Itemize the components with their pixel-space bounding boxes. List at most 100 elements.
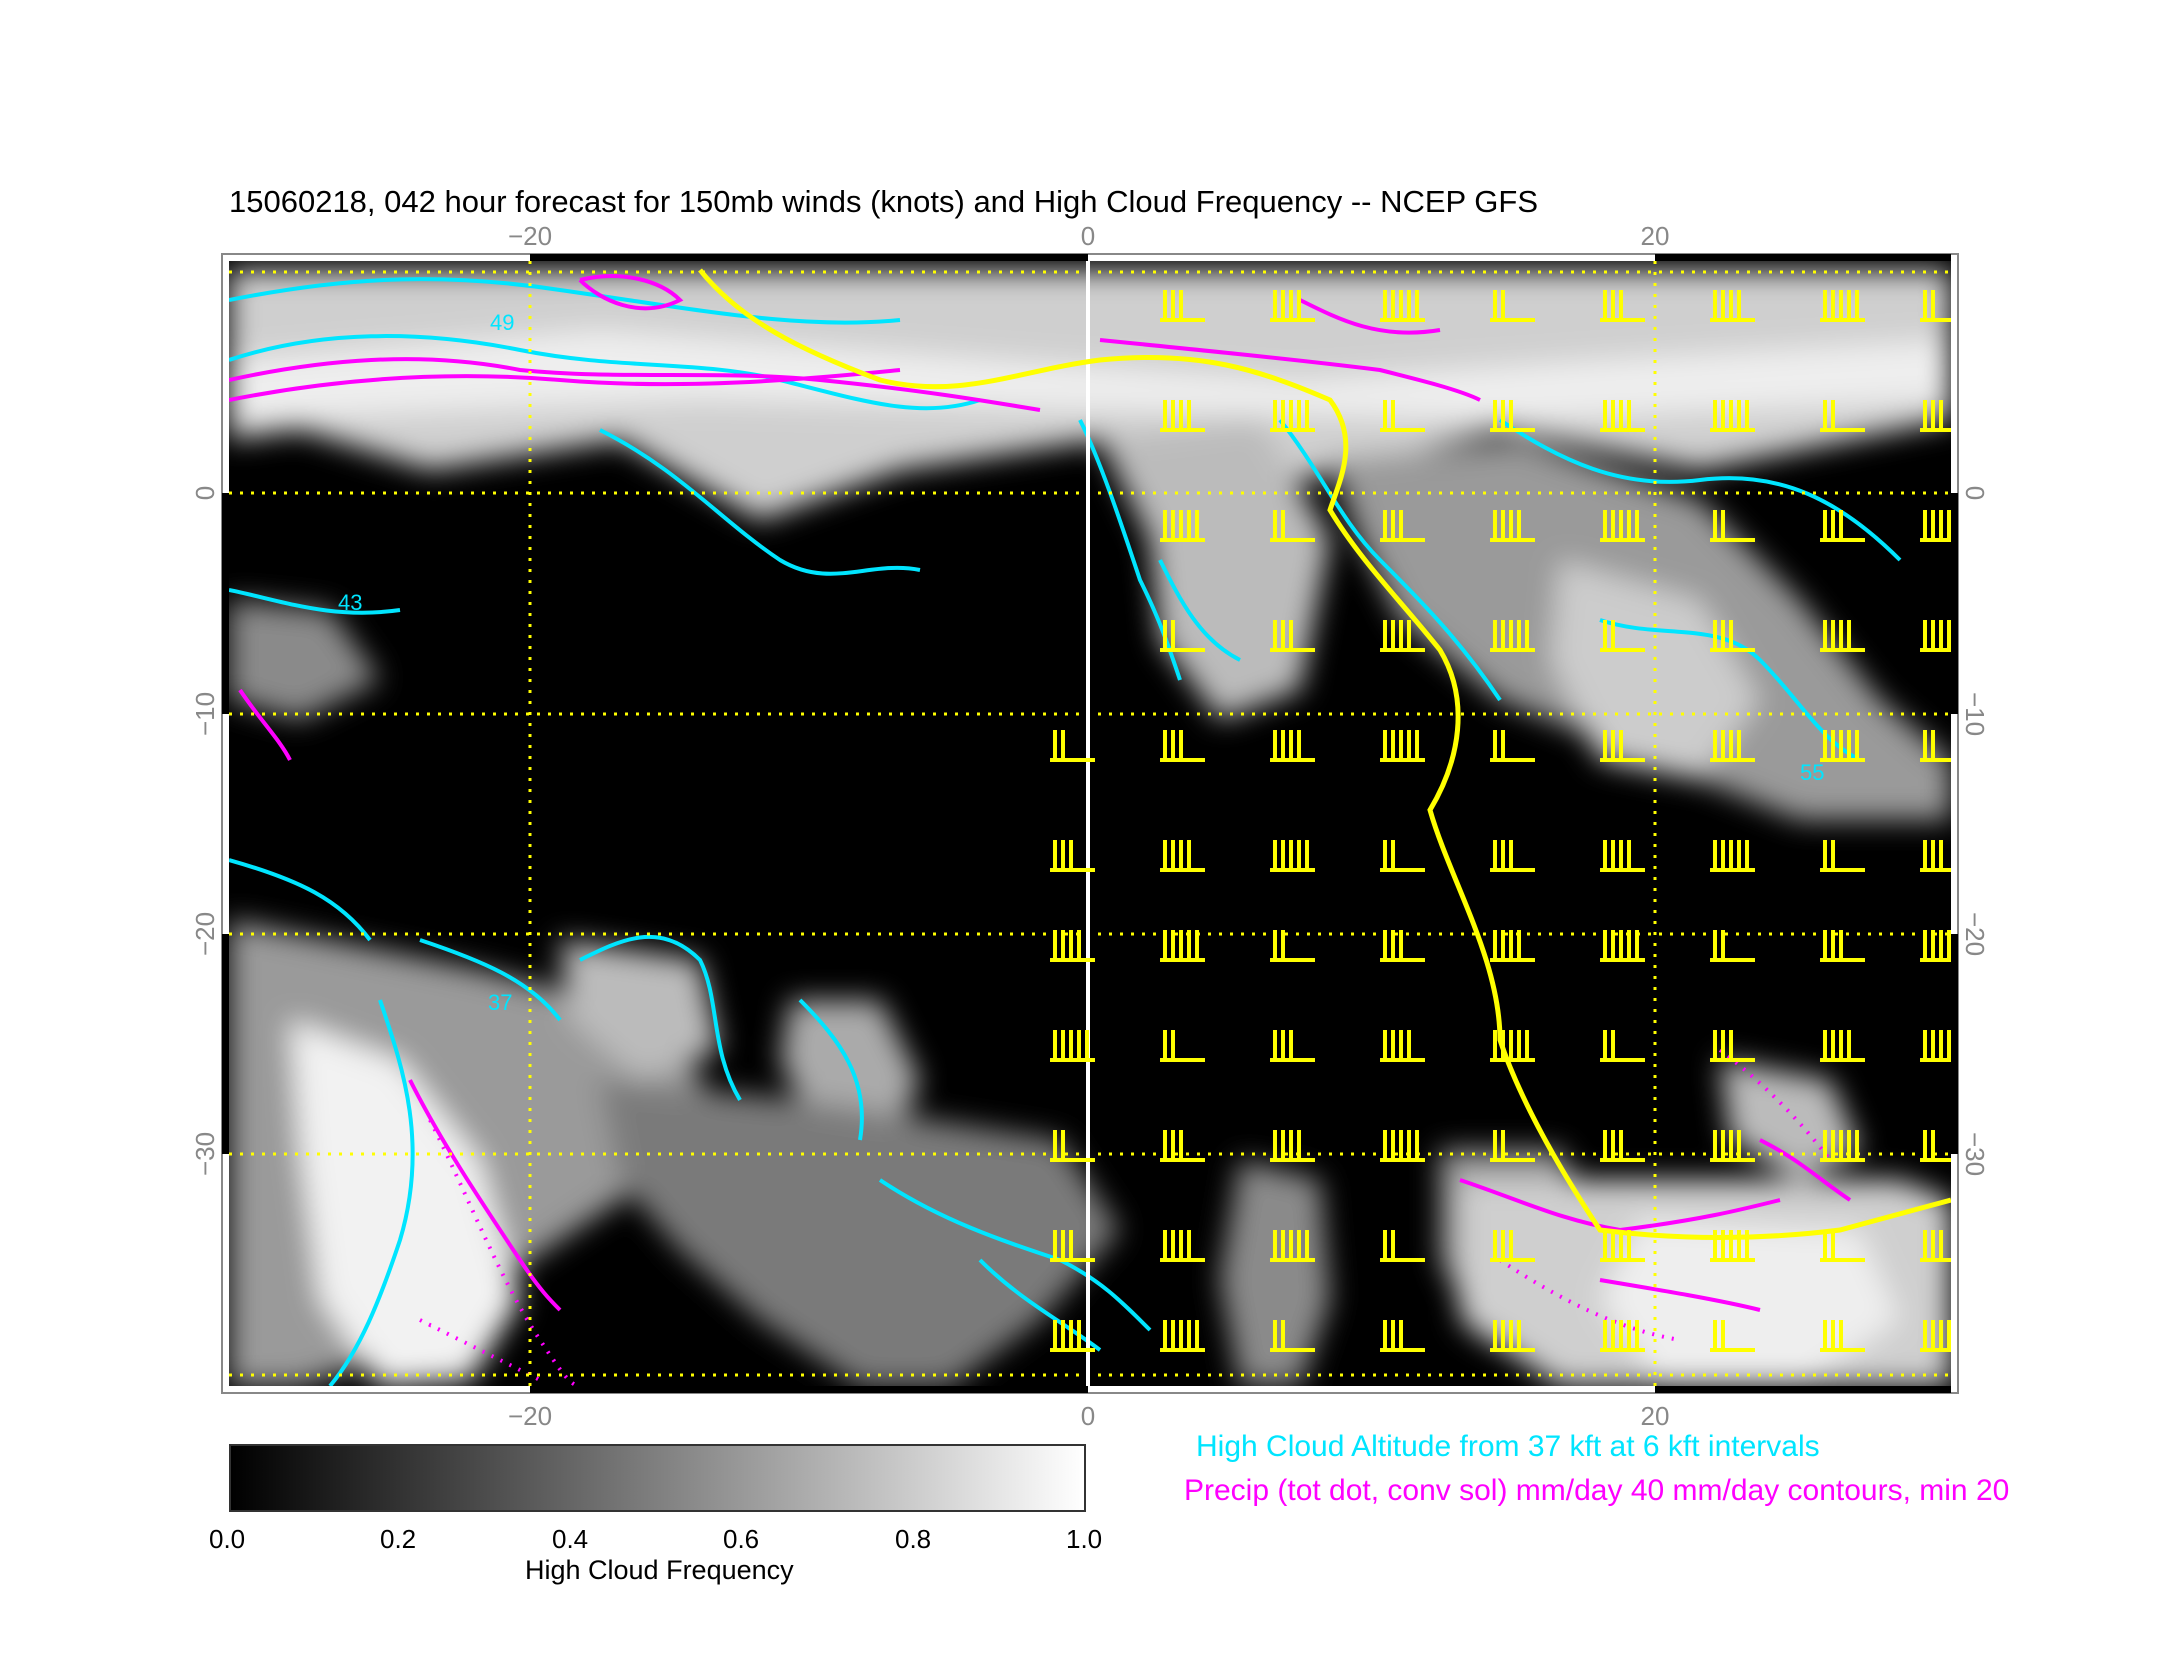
wind-barb: [1600, 400, 1645, 432]
wind-barb: [1050, 1320, 1095, 1352]
wind-barb: [1380, 730, 1425, 762]
wind-barb: [1820, 620, 1865, 652]
wind-barb: [1490, 1320, 1535, 1352]
wind-barb: [1490, 840, 1535, 872]
wind-barb: [1600, 620, 1645, 652]
wind-barb: [1920, 620, 1951, 652]
wind-barb: [1380, 1130, 1425, 1162]
wind-barb: [1710, 510, 1755, 542]
wind-barb: [1160, 1230, 1205, 1262]
wind-barb: [1490, 290, 1535, 322]
wind-barb: [1920, 1230, 1951, 1262]
y-tick-label-left: 0: [190, 486, 220, 500]
wind-barb: [1600, 1320, 1645, 1352]
wind-barb: [1380, 510, 1425, 542]
wind-barb: [1380, 290, 1425, 322]
plot-frame: [221, 253, 1959, 1394]
y-tick-label-right: 0: [1960, 486, 1990, 500]
wind-barb: [1160, 510, 1205, 542]
wind-barb: [1920, 930, 1951, 962]
wind-barb: [1050, 930, 1095, 962]
wind-barb: [1160, 400, 1205, 432]
wind-barb: [1490, 1130, 1535, 1162]
y-tick-label-right: −30: [1960, 1132, 1990, 1176]
wind-barb: [1050, 1130, 1095, 1162]
wind-barb: [1710, 1320, 1755, 1352]
wind-barb: [1270, 1030, 1315, 1062]
wind-barb: [1270, 840, 1315, 872]
colorbar-tick-label: 0.4: [552, 1524, 589, 1554]
x-tick-label-top: 20: [1641, 221, 1670, 251]
wind-barb: [1380, 620, 1425, 652]
wind-barb: [1490, 1030, 1535, 1062]
wind-barb: [1600, 510, 1645, 542]
wind-barb: [1270, 510, 1315, 542]
x-tick-label-top: 0: [1081, 221, 1095, 251]
contour-label: 37: [488, 990, 512, 1015]
y-tick-label-right: −10: [1960, 692, 1990, 736]
wind-barb: [1710, 290, 1755, 322]
wind-barb: [1050, 730, 1095, 762]
wind-barb: [1820, 1130, 1865, 1162]
wind-barb: [1920, 1030, 1951, 1062]
colorbar-tick-label: 1.0: [1066, 1524, 1103, 1554]
wind-barb: [1160, 840, 1205, 872]
colorbar-tick-label: 0.0: [209, 1524, 246, 1554]
contour-label: 43: [338, 590, 362, 615]
wind-barb: [1160, 620, 1205, 652]
wind-barb: [1270, 400, 1315, 432]
map-title: 15060218, 042 hour forecast for 150mb wi…: [229, 184, 1538, 219]
wind-barb: [1710, 1230, 1755, 1262]
wind-barb: [1710, 840, 1755, 872]
colorbar-tick-label: 0.6: [723, 1524, 760, 1554]
contour-label: 49: [490, 310, 514, 335]
wind-barb: [1920, 1320, 1951, 1352]
wind-barb: [1490, 620, 1535, 652]
wind-barb: [1050, 1030, 1095, 1062]
wind-barb: [1600, 840, 1645, 872]
wind-barb: [1270, 1230, 1315, 1262]
wind-barb: [1710, 730, 1755, 762]
wind-barb: [1600, 290, 1645, 322]
wind-barb: [1710, 1030, 1755, 1062]
x-tick-label-bottom: 0: [1081, 1401, 1095, 1431]
wind-barb: [1270, 930, 1315, 962]
wind-barb: [1050, 1230, 1095, 1262]
wind-barb: [1490, 930, 1535, 962]
wind-barb: [1600, 730, 1645, 762]
wind-barb: [1160, 1320, 1205, 1352]
wind-barbs: [1050, 290, 1951, 1352]
contour-label: 55: [1800, 760, 1824, 785]
wind-barb: [1820, 730, 1865, 762]
jet-streamlines: [698, 268, 1951, 1240]
wind-barb: [1920, 1130, 1951, 1162]
wind-barb: [1380, 1030, 1425, 1062]
axis-edge-bars: [222, 254, 1958, 1393]
y-tick-label-left: −10: [190, 692, 220, 736]
cloud-altitude-legend: High Cloud Altitude from 37 kft at 6 kft…: [1196, 1430, 1820, 1463]
wind-barb: [1710, 930, 1755, 962]
wind-barb: [1380, 840, 1425, 872]
wind-barb: [1270, 1130, 1315, 1162]
wind-barb: [1710, 400, 1755, 432]
wind-barb: [1160, 1130, 1205, 1162]
colorbar-title: High Cloud Frequency: [525, 1555, 794, 1585]
wind-barb: [1820, 1320, 1865, 1352]
wind-barb: [1820, 930, 1865, 962]
wind-barb: [1270, 1320, 1315, 1352]
x-tick-label-bottom: −20: [508, 1401, 552, 1431]
wind-barb: [1490, 510, 1535, 542]
wind-barb: [1710, 620, 1755, 652]
wind-barb: [1920, 730, 1951, 762]
wind-barb: [1380, 400, 1425, 432]
y-tick-label-right: −20: [1960, 912, 1990, 956]
wind-barb: [1160, 930, 1205, 962]
wind-barb: [1490, 1230, 1535, 1262]
wind-barb: [1050, 840, 1095, 872]
wind-barb: [1160, 1030, 1205, 1062]
wind-barb: [1160, 290, 1205, 322]
wind-barb: [1920, 510, 1951, 542]
wind-barb: [1920, 840, 1951, 872]
wind-barb: [1820, 1230, 1865, 1262]
